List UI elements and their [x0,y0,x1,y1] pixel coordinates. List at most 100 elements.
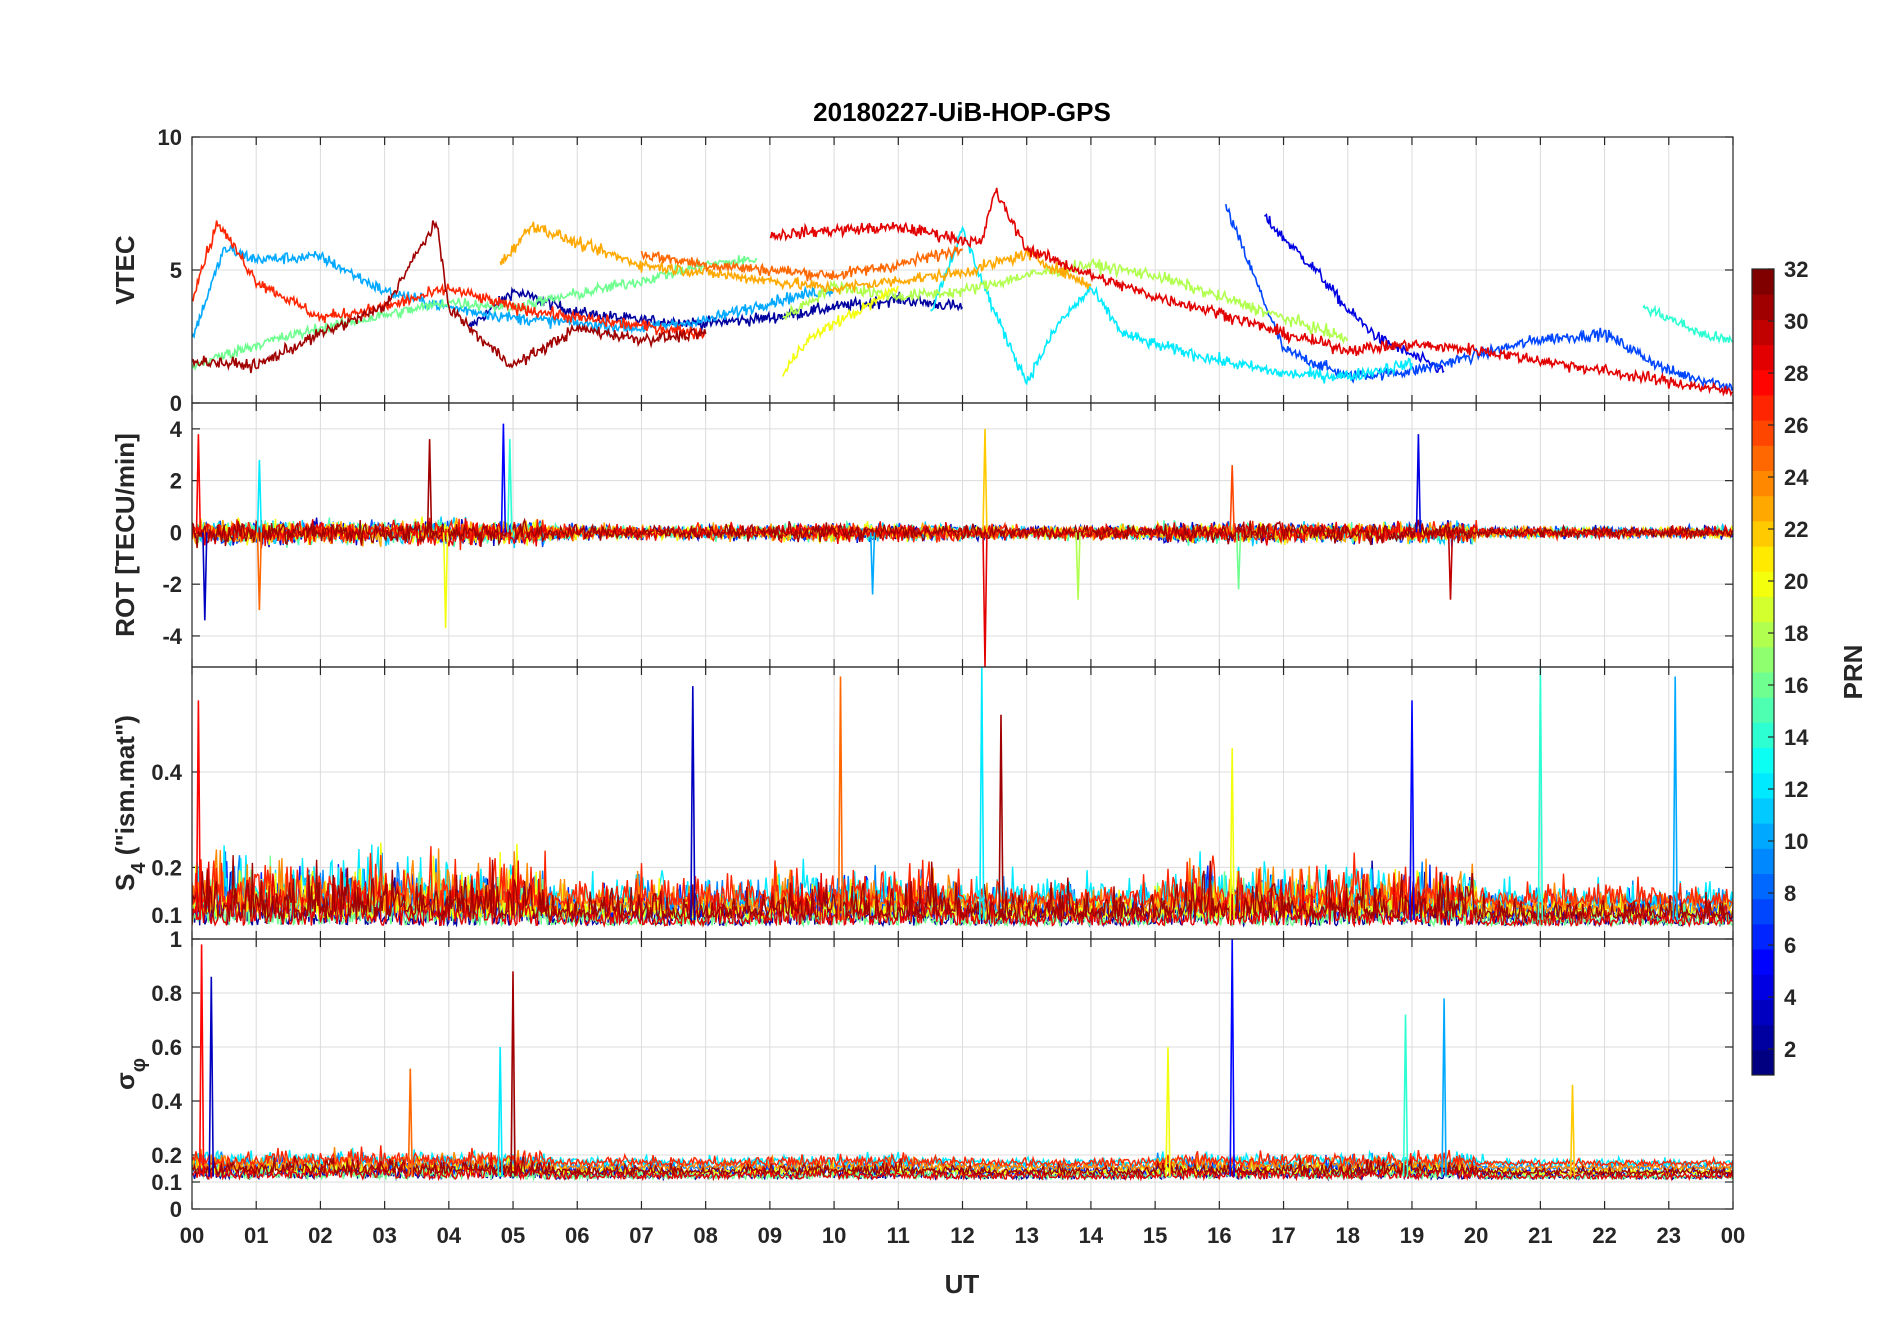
colorbar-segment [1752,823,1774,849]
colorbar-segment [1752,319,1774,346]
vtec-series-prn-16 [192,255,758,372]
rot-spike [426,439,433,533]
sigma_phi-spike [1402,1014,1409,1177]
s4-spike [195,700,202,920]
sigma_phi-spike [1229,939,1235,1177]
colorbar-tick-label: 14 [1784,725,1809,750]
x-tick-label: 22 [1592,1223,1616,1248]
colorbar-segment [1752,520,1774,547]
y-tick-label: 0.6 [151,1035,182,1060]
vtec-series-prn-25 [640,244,964,282]
x-tick-label: 17 [1271,1223,1295,1248]
vtec-series-prn-12 [930,225,1413,386]
s4-series-prn-27 [192,846,1733,909]
colorbar-segment [1752,949,1774,975]
colorbar-tick-label: 12 [1784,777,1808,802]
sigma_phi-spike [1441,998,1447,1177]
y-tick-label: -4 [162,624,182,649]
s4-spike [1229,748,1235,920]
series-group [192,667,1733,929]
vtec-series-prn-31 [192,220,707,374]
s4-series-prn-31 [192,855,1733,922]
y-tick-label: -2 [162,572,182,597]
colorbar-tick-label: 30 [1784,309,1808,334]
s4-spike [979,667,985,920]
colorbar-segment [1752,999,1774,1026]
x-tick-label: 10 [822,1223,846,1248]
series-group [192,187,1733,397]
y-axis-label-sigma_phi: σφ [110,1058,150,1090]
rot-spike [195,434,202,533]
x-tick-label: 07 [629,1223,653,1248]
sigma_phi-series-prn-29 [192,1152,1733,1182]
colorbar-segment [1752,596,1774,623]
colorbar-segment [1752,722,1774,749]
y-axis-label-rot: ROT [TECU/min] [110,433,140,637]
y-tick-label: 0.4 [151,760,182,785]
s4-spike [998,714,1004,920]
s4-spike [1537,667,1544,920]
colorbar-segment [1752,1024,1774,1051]
x-tick-label: 08 [693,1223,717,1248]
panel-vtec: 0 5 10 VTEC [110,125,1734,416]
vtec-series-prn-20 [781,285,899,377]
chart-title: 20180227-UiB-HOP-GPS [813,97,1111,127]
colorbar-segment [1752,898,1774,925]
y-tick-label: 0.2 [151,855,182,880]
colorbar-tick-label: 4 [1784,985,1797,1010]
colorbar-segment [1752,873,1774,900]
x-tick-label: 19 [1400,1223,1424,1248]
x-tick-label: 23 [1657,1223,1681,1248]
colorbar-segment [1752,923,1774,950]
s4-series-prn-24 [192,848,1733,915]
panel-s4: 0.1 0.2 0.4S4 ("ism.mat") [110,666,1734,940]
sigma_phi-spike [1569,1084,1576,1177]
colorbar-segment [1752,646,1774,673]
x-tick-label: 18 [1336,1223,1360,1248]
rot-spike [202,532,208,621]
colorbar-segment [1752,974,1774,1000]
colorbar-tick-label: 10 [1784,829,1808,854]
colorbar-tick-label: 8 [1784,881,1796,906]
colorbar-tick-label: 32 [1784,257,1808,282]
rot-spike [1235,532,1242,590]
vtec-series-prn-2 [468,286,964,331]
s4-spike [837,676,844,920]
rot-spike [507,439,513,533]
sigma_phi-spike [497,1046,503,1177]
s4-spike [690,686,696,920]
colorbar-segment [1752,797,1774,824]
y-tick-label: 0.1 [151,1170,182,1195]
y-tick-label: 4 [170,417,183,442]
x-tick-label: 11 [887,1223,910,1248]
rot-spike [982,532,988,667]
sigma_phi-spike [1165,1046,1171,1177]
x-tick-label: 05 [501,1223,525,1248]
x-tick-label: 06 [565,1223,589,1248]
x-tick-label: 16 [1207,1223,1231,1248]
y-tick-label: 5 [170,258,182,283]
colorbar-segment [1752,294,1774,320]
y-tick-label: 0.1 [151,903,182,928]
sigma_phi-series-prn-27 [192,1145,1733,1169]
sigma_phi-spike [198,944,205,1177]
colorbar-tick-label: 26 [1784,413,1808,438]
colorbar-segment [1752,1049,1774,1076]
x-axis-label: UT [945,1269,980,1299]
vtec-series-prn-10 [192,244,835,340]
vtec-series-prn-29 [769,187,1733,397]
colorbar-tick-label: 16 [1784,673,1808,698]
series-group [192,939,1733,1182]
rot-spike [1415,434,1422,533]
x-tick-label: 13 [1014,1223,1038,1248]
rot-spike [1447,532,1454,600]
colorbar-segment [1752,571,1774,597]
colorbar-segment [1752,369,1774,396]
x-tick-label: 00 [180,1223,204,1248]
x-tick-label: 15 [1143,1223,1167,1248]
y-tick-label: 0 [170,1197,182,1222]
series-group [192,423,1733,667]
panel-rot: -4 -2 0 2 4 ROT [TECU/min] [110,402,1734,668]
